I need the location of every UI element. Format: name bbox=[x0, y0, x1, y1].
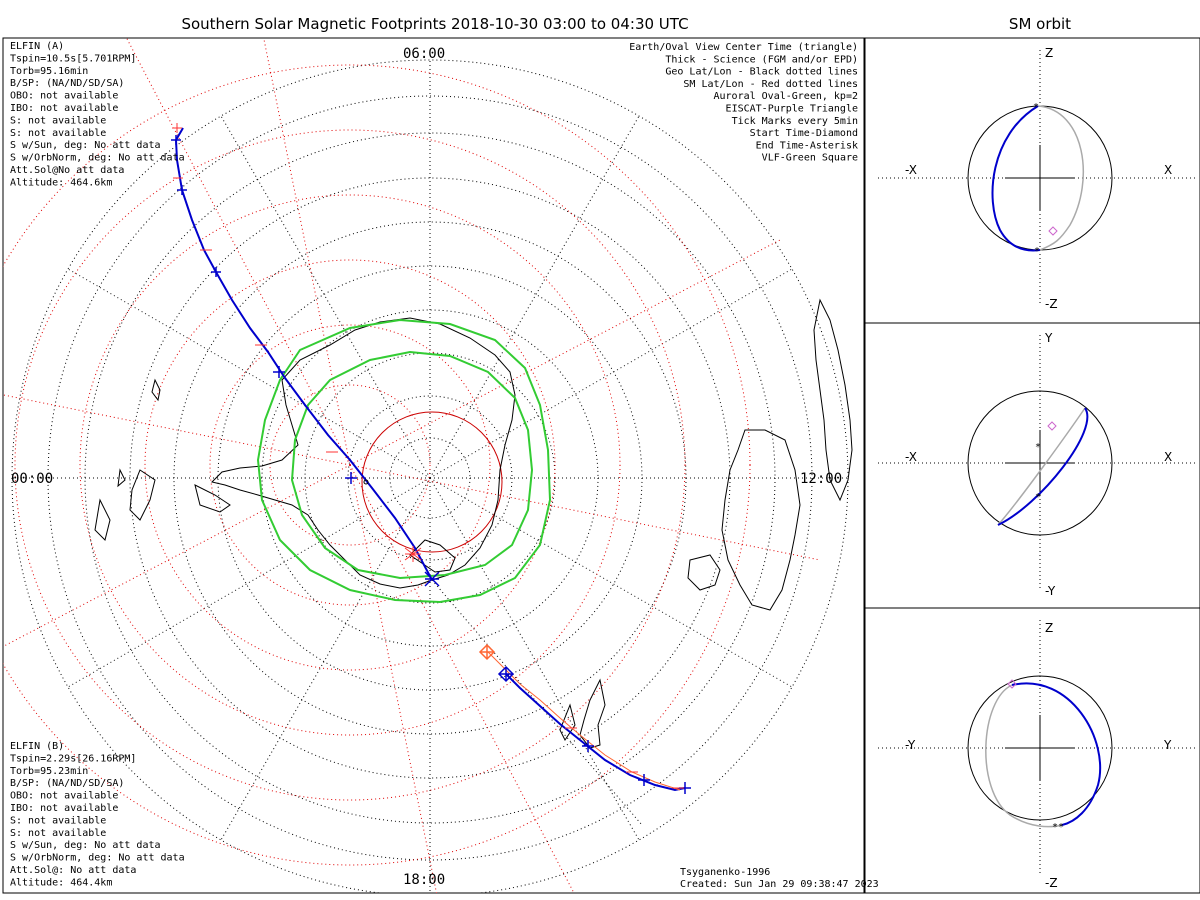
probe-info-line: S w/OrbNorm, deg: No att data bbox=[10, 153, 185, 164]
time-label-bottom: 18:00 bbox=[403, 872, 445, 888]
orbit2-label-top: Y bbox=[1044, 331, 1053, 345]
probe-info-line: Tspin=10.5s[5.701RPM] bbox=[10, 53, 136, 64]
probe-info-line: Altitude: 464.4km bbox=[10, 877, 112, 888]
orbit1-label-right: X bbox=[1164, 163, 1172, 177]
probe-info-line: Altitude: 464.6km bbox=[10, 177, 112, 188]
probe-info-line: IBO: not available bbox=[10, 103, 118, 114]
pole-marker bbox=[363, 479, 369, 485]
probe-info-line: IBO: not available bbox=[10, 803, 118, 814]
svg-text:*: * bbox=[1034, 246, 1040, 257]
legend-entry: Earth/Oval View Center Time (triangle) bbox=[629, 42, 858, 53]
svg-text:*: * bbox=[1035, 442, 1041, 453]
probe-info-line: Tspin=2.29s[26.16RPM] bbox=[10, 753, 136, 764]
legend-entry: Geo Lat/Lon - Black dotted lines bbox=[665, 67, 858, 78]
map-frame bbox=[2, 37, 865, 894]
orbit-panel-2: -X X Y -Y * * bbox=[878, 331, 1195, 598]
probe-info-line: Torb=95.16min bbox=[10, 66, 88, 77]
orbit2-label-left: -X bbox=[905, 450, 917, 464]
orbit1-label-top: Z bbox=[1045, 46, 1053, 60]
legend-entry: VLF-Green Square bbox=[762, 153, 858, 164]
legend-entry: Auroral Oval-Green, kp=2 bbox=[714, 91, 859, 102]
probe-info-line: S w/Sun, deg: No att data bbox=[10, 840, 161, 851]
orbit-title: SM orbit bbox=[1009, 15, 1071, 33]
probe-info-line: OBO: not available bbox=[10, 791, 118, 802]
orbit-frame-3 bbox=[864, 607, 1200, 894]
legend-entry: Tick Marks every 5min bbox=[732, 116, 858, 127]
time-label-right: 12:00 bbox=[800, 471, 842, 487]
chart-title: Southern Solar Magnetic Footprints 2018-… bbox=[181, 15, 688, 33]
legend: Earth/Oval View Center Time (triangle)Th… bbox=[629, 42, 858, 164]
credit-model: Tsyganenko-1996 bbox=[680, 867, 770, 878]
auroral-oval-outer bbox=[256, 318, 552, 604]
time-label-top: 06:00 bbox=[403, 46, 445, 62]
orbit-a-track-south bbox=[505, 673, 686, 792]
probe-info-line: S: not available bbox=[10, 115, 106, 126]
legend-entry: End Time-Asterisk bbox=[756, 140, 858, 151]
probe-info-line: Att.Sol@No att data bbox=[10, 165, 124, 176]
orbit-panel-3: -Y Y Z -Z * * bbox=[878, 620, 1195, 890]
probe-info-line: S w/Sun, deg: No att data bbox=[10, 140, 161, 151]
probe-info-line: S: not available bbox=[10, 815, 106, 826]
orbit-a-track bbox=[174, 127, 433, 581]
legend-entry: EISCAT-Purple Triangle bbox=[726, 104, 858, 115]
credit-created: Created: Sun Jan 29 09:38:47 2023 bbox=[680, 879, 879, 890]
orbit2-label-right: X bbox=[1164, 450, 1172, 464]
svg-text:*: * bbox=[1035, 492, 1041, 503]
probe-info-line: Torb=95.23min bbox=[10, 766, 88, 777]
legend-entry: SM Lat/Lon - Red dotted lines bbox=[683, 79, 858, 90]
start-diamond-a bbox=[497, 665, 515, 683]
coastlines bbox=[94, 298, 853, 749]
orbit3-label-bottom: -Z bbox=[1045, 876, 1058, 890]
orbit-gap-line bbox=[431, 579, 643, 826]
time-labels: 06:00 00:00 12:00 18:00 bbox=[11, 46, 842, 888]
credits: Tsyganenko-1996 Created: Sun Jan 29 09:3… bbox=[680, 867, 879, 890]
probe-name: ELFIN (A) bbox=[10, 41, 64, 52]
orbit1-label-left: -X bbox=[905, 163, 917, 177]
sm-grid bbox=[3, 38, 821, 893]
probe-info-line: S: not available bbox=[10, 128, 106, 139]
orbit3-label-top: Z bbox=[1045, 621, 1053, 635]
time-label-left: 00:00 bbox=[11, 471, 53, 487]
probe-b-info: ELFIN (B)Tspin=2.29s[26.16RPM] Torb=95.23… bbox=[10, 741, 185, 888]
orbit-frame-2 bbox=[864, 322, 1200, 609]
orbit-b-ticks bbox=[172, 123, 684, 789]
probe-info-line: OBO: not available bbox=[10, 91, 118, 102]
legend-entry: Thick - Science (FGM and/or EPD) bbox=[665, 54, 858, 65]
probe-name: ELFIN (B) bbox=[10, 741, 64, 752]
start-diamond-b bbox=[478, 643, 496, 661]
svg-text:*: * bbox=[1058, 822, 1064, 833]
probe-a-info: ELFIN (A)Tspin=10.5s[5.701RPM] Torb=95.16… bbox=[10, 41, 185, 188]
orbit1-label-bottom: -Z bbox=[1045, 297, 1058, 311]
sm-pole-circle bbox=[361, 411, 503, 553]
orbit-a-ticks bbox=[171, 135, 691, 794]
probe-info-line: Att.Sol@: No att data bbox=[10, 865, 136, 876]
svg-text:*: * bbox=[1052, 822, 1058, 833]
probe-info-line: B/SP: (NA/ND/SD/SA) bbox=[10, 778, 124, 789]
orbit-panel-1: -X X Z -Z * * bbox=[878, 46, 1195, 311]
probe-info-line: S w/OrbNorm, deg: No att data bbox=[10, 853, 185, 864]
orbit-frame-1 bbox=[864, 37, 1200, 324]
orbit3-label-right: Y bbox=[1163, 738, 1172, 752]
orbit2-label-bottom: -Y bbox=[1045, 584, 1056, 598]
geo-meridians bbox=[12, 60, 848, 893]
svg-text:*: * bbox=[1033, 102, 1039, 113]
orbit3-label-left: -Y bbox=[905, 738, 916, 752]
legend-entry: Start Time-Diamond bbox=[750, 128, 858, 139]
probe-info-line: B/SP: (NA/ND/SD/SA) bbox=[10, 78, 124, 89]
probe-info-line: S: not available bbox=[10, 828, 106, 839]
auroral-oval-inner bbox=[290, 350, 534, 580]
